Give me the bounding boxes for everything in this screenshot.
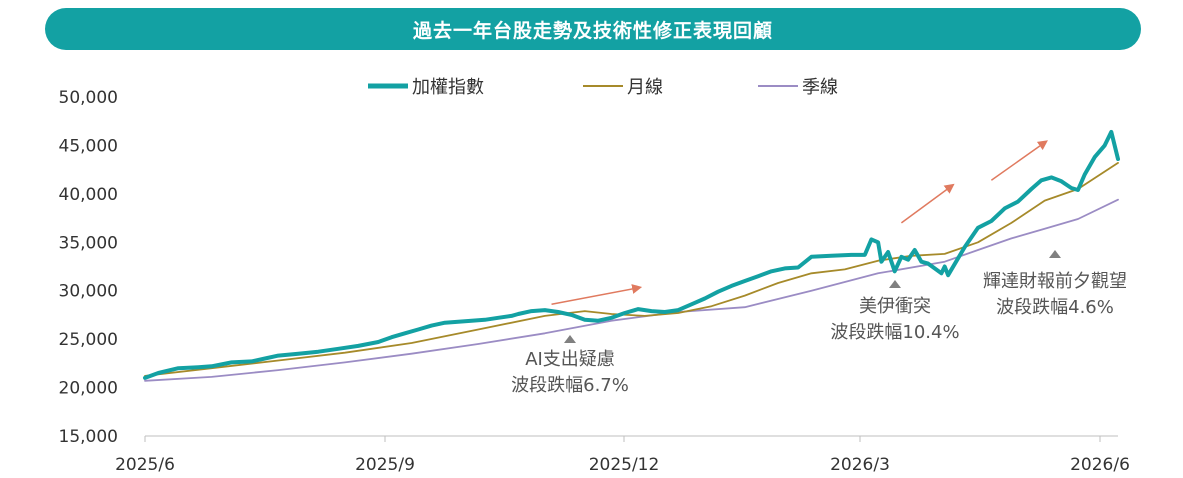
annotation-marker bbox=[1049, 250, 1061, 258]
x-tick-label: 2026/3 bbox=[830, 455, 890, 475]
y-tick-label: 30,000 bbox=[59, 282, 118, 302]
series-line-1 bbox=[144, 162, 1119, 377]
trend-arrow bbox=[900, 183, 955, 224]
y-tick-label: 45,000 bbox=[59, 136, 118, 156]
annotation-text: 波段跌幅6.7% bbox=[511, 375, 629, 396]
y-tick-label: 50,000 bbox=[59, 88, 118, 108]
annotation-text: 輝達財報前夕觀望 bbox=[983, 271, 1127, 292]
y-tick-label: 25,000 bbox=[59, 330, 118, 350]
annotation-text: AI支出疑慮 bbox=[525, 349, 615, 370]
y-tick-label: 35,000 bbox=[59, 233, 118, 253]
series-line-0 bbox=[143, 129, 1120, 380]
trend-arrow bbox=[551, 284, 643, 306]
y-tick-label: 20,000 bbox=[59, 379, 118, 399]
annotation-marker bbox=[564, 335, 576, 343]
series-line-2 bbox=[144, 198, 1119, 382]
y-tick-label: 15,000 bbox=[59, 427, 118, 447]
title-bar: 過去一年台股走勢及技術性修正表現回顧 bbox=[45, 8, 1141, 50]
legend-label: 季線 bbox=[802, 77, 838, 98]
series-lines bbox=[143, 129, 1120, 382]
annotation-text: 波段跌幅4.6% bbox=[996, 297, 1114, 318]
annotation-text: 美伊衝突 bbox=[859, 296, 931, 317]
y-tick-label: 40,000 bbox=[59, 185, 118, 205]
x-tick-label: 2025/9 bbox=[355, 455, 415, 475]
annotation-text: 波段跌幅10.4% bbox=[830, 322, 959, 343]
chart-title: 過去一年台股走勢及技術性修正表現回顧 bbox=[412, 19, 773, 42]
axes: 15,000 20,000 25,000 30,000 35,000 40,000 45,0… bbox=[59, 88, 1130, 475]
legend-label: 加權指數 bbox=[412, 77, 484, 98]
x-tick-label: 2026/6 bbox=[1070, 455, 1130, 475]
x-tick-label: 2025/6 bbox=[115, 455, 175, 475]
x-tick-label: 2025/12 bbox=[589, 455, 660, 475]
legend-label: 月線 bbox=[627, 77, 663, 98]
legend: 加權指數 月線 季線 bbox=[368, 77, 838, 98]
trend-arrow bbox=[990, 140, 1048, 181]
annotation-marker bbox=[889, 280, 901, 288]
